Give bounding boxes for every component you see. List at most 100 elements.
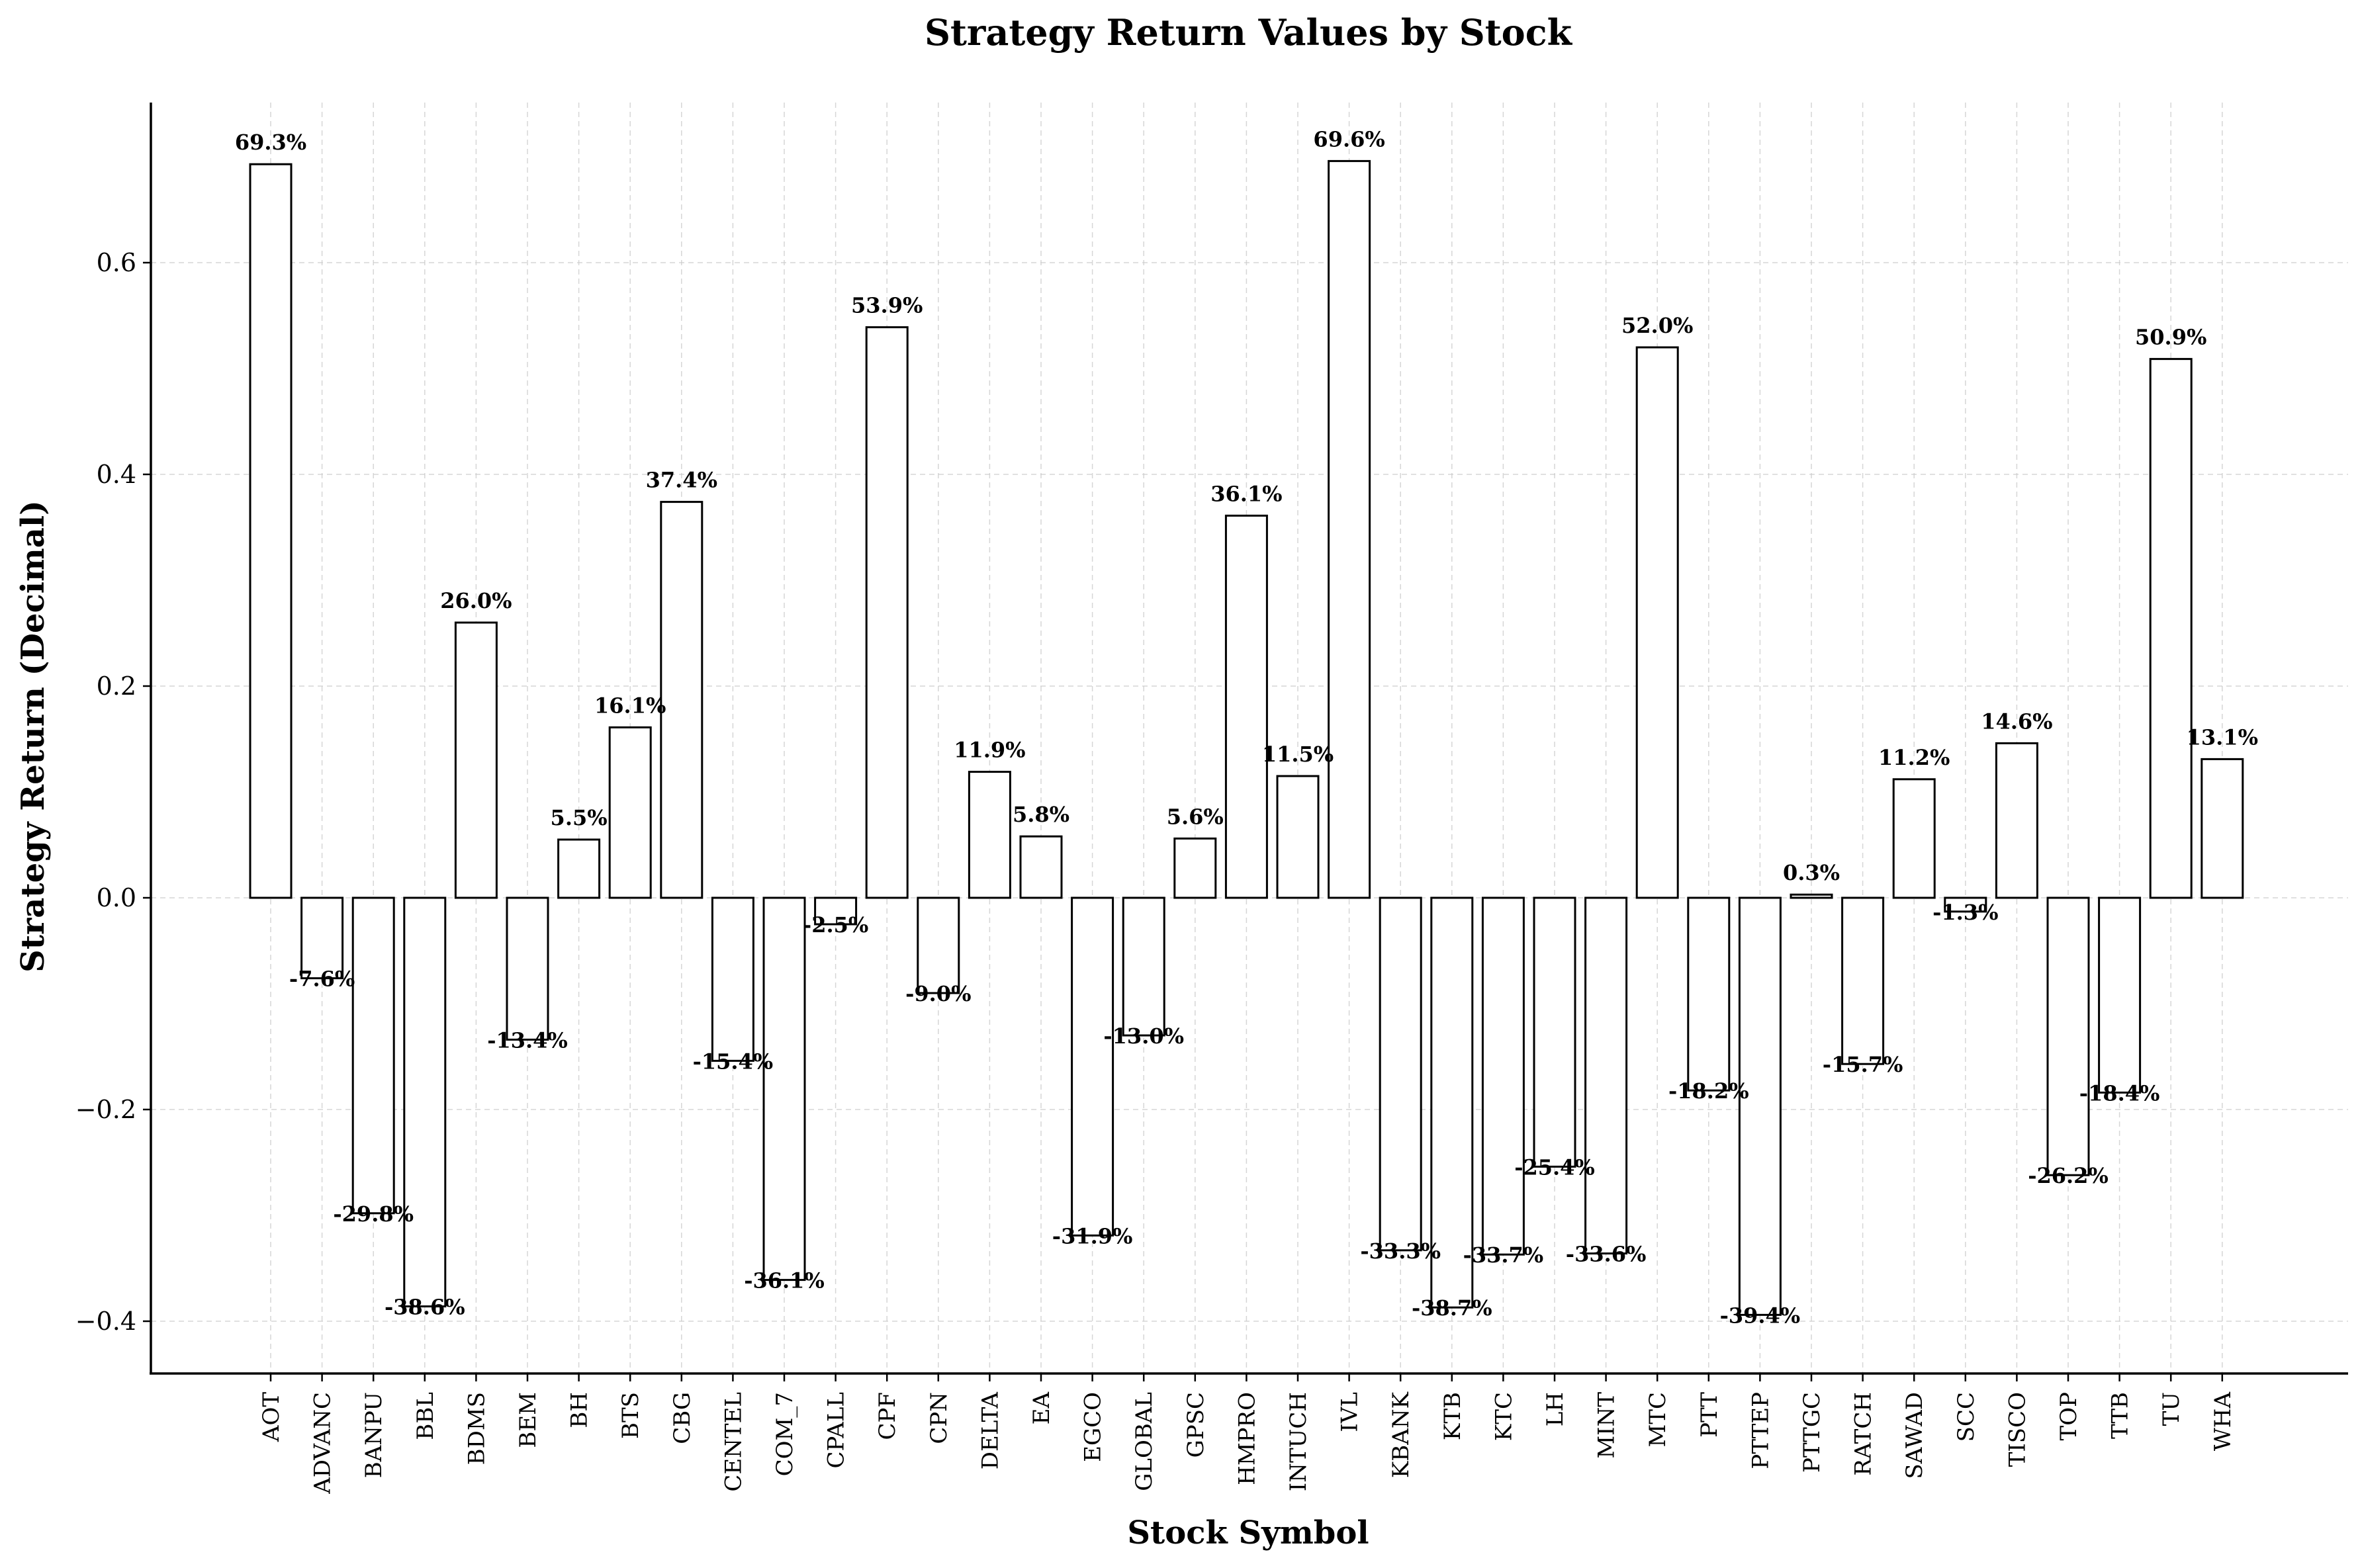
x-tick-label: BEM [515, 1392, 541, 1448]
bar [2046, 896, 2090, 1176]
bar [1687, 896, 1731, 1092]
data-label: 11.5% [1262, 742, 1334, 767]
x-tick-label: KBANK [1388, 1391, 1414, 1478]
data-label: 11.2% [1878, 745, 1950, 770]
bar [608, 726, 652, 899]
bar [1481, 896, 1525, 1256]
x-tick-label: KTC [1490, 1392, 1517, 1441]
bar [917, 896, 960, 994]
bar [1635, 346, 1679, 899]
x-tick-label: KTB [1439, 1392, 1466, 1440]
x-tick-label: GPSC [1183, 1392, 1209, 1458]
data-label: 11.9% [954, 738, 1025, 763]
bar [1071, 896, 1114, 1237]
x-tick-label: TISCO [2004, 1392, 2030, 1467]
data-label: 52.0% [1621, 313, 1693, 338]
y-axis-label: Strategy Return (Decimal) [15, 500, 52, 973]
x-tick-label: INTUCH [1285, 1392, 1312, 1491]
bar [1738, 896, 1782, 1316]
bar [1790, 893, 1833, 899]
x-tick-label: RATCH [1850, 1392, 1877, 1476]
x-tick-label: TOP [2056, 1392, 2082, 1440]
data-label: -18.2% [1668, 1078, 1749, 1104]
data-label: 16.1% [594, 693, 666, 718]
y-tick-label: 0.4 [97, 460, 136, 489]
y-tick-label: −0.2 [75, 1095, 136, 1124]
data-label: 69.6% [1313, 126, 1385, 152]
x-tick-label: WHA [2210, 1392, 2236, 1452]
bar [711, 896, 754, 1062]
data-label: -26.2% [2028, 1163, 2109, 1188]
bar [1276, 775, 1320, 899]
axes [150, 103, 2348, 1375]
data-labels: 69.3% -7.6% -29.8% -38.6% 26.0% -13.4% 5.5% 16.… [235, 126, 2258, 1328]
data-label: -39.4% [1720, 1303, 1801, 1328]
x-tick-label: BDMS [463, 1392, 490, 1465]
bar [2098, 896, 2142, 1094]
x-tick-label: HMPRO [1234, 1392, 1260, 1485]
x-tick-label: PTT [1696, 1392, 1723, 1438]
data-label: 5.6% [1167, 804, 1224, 829]
data-label: -33.7% [1463, 1242, 1544, 1268]
data-label: 5.5% [551, 805, 608, 830]
y-tick-label: 0.2 [97, 672, 136, 701]
data-label: 5.8% [1013, 802, 1069, 827]
bar [814, 896, 858, 926]
y-tick-label: 0.0 [97, 883, 136, 912]
data-label: 50.9% [2135, 325, 2206, 350]
x-tick-label: MTC [1645, 1392, 1671, 1448]
data-label: -29.8% [333, 1201, 414, 1227]
x-tick-label: AOT [258, 1392, 285, 1442]
bar [1328, 159, 1371, 899]
y-tick-label: −0.4 [75, 1307, 136, 1336]
x-tick-label: CBG [669, 1392, 696, 1444]
x-tick-label: CENTEL [720, 1392, 747, 1492]
data-label: 26.0% [440, 588, 512, 613]
data-label: -18.4% [2079, 1080, 2160, 1106]
x-tick-label: BH [567, 1392, 593, 1428]
x-tick-label: BANPU [361, 1392, 387, 1478]
bar [506, 896, 549, 1041]
data-label: 53.9% [851, 293, 923, 318]
data-label: -38.7% [1412, 1295, 1492, 1321]
x-tick-label: COM_7 [772, 1392, 798, 1476]
data-label: -9.0% [905, 981, 971, 1006]
bar [1944, 896, 1987, 913]
data-label: 0.3% [1783, 860, 1840, 885]
x-tick-label: TU [2158, 1392, 2185, 1426]
bar [1430, 896, 1474, 1309]
x-tick-label: GLOBAL [1131, 1392, 1158, 1491]
bar [249, 163, 293, 899]
data-label: -7.6% [289, 967, 355, 992]
bar [1122, 896, 1165, 1037]
x-tick-label: PTTEP [1747, 1392, 1774, 1469]
bar [300, 896, 344, 980]
bar [1892, 778, 1936, 899]
bar [660, 501, 704, 899]
x-tick-label: LH [1542, 1392, 1568, 1426]
bar [2201, 758, 2244, 899]
bar [1533, 896, 1576, 1168]
x-tick-label: EGCO [1080, 1392, 1107, 1462]
bar [351, 896, 395, 1215]
bar [1019, 835, 1063, 899]
data-label: 13.1% [2187, 724, 2258, 750]
x-tick-label: CPN [926, 1392, 952, 1444]
data-label: -38.6% [385, 1295, 465, 1320]
x-tick-label: MINT [1594, 1392, 1620, 1459]
bar [2149, 358, 2193, 899]
bar [557, 838, 601, 899]
bar [1584, 896, 1628, 1255]
x-tick-label: EA [1028, 1392, 1055, 1425]
y-ticks: −0.4 −0.2 0.0 0.2 0.4 0.6 [75, 248, 151, 1336]
bar [1224, 514, 1268, 899]
bar [865, 326, 909, 899]
data-label: -15.7% [1823, 1052, 1903, 1077]
data-label: -25.4% [1514, 1154, 1595, 1180]
x-tick-label: CPALL [823, 1392, 850, 1468]
data-label: 36.1% [1210, 481, 1282, 506]
x-ticks: AOT ADVANC BANPU BBL BDMS BEM BH BTS CBG CENTEL CO… [258, 1373, 2236, 1495]
x-tick-label: IVL [1337, 1392, 1363, 1432]
